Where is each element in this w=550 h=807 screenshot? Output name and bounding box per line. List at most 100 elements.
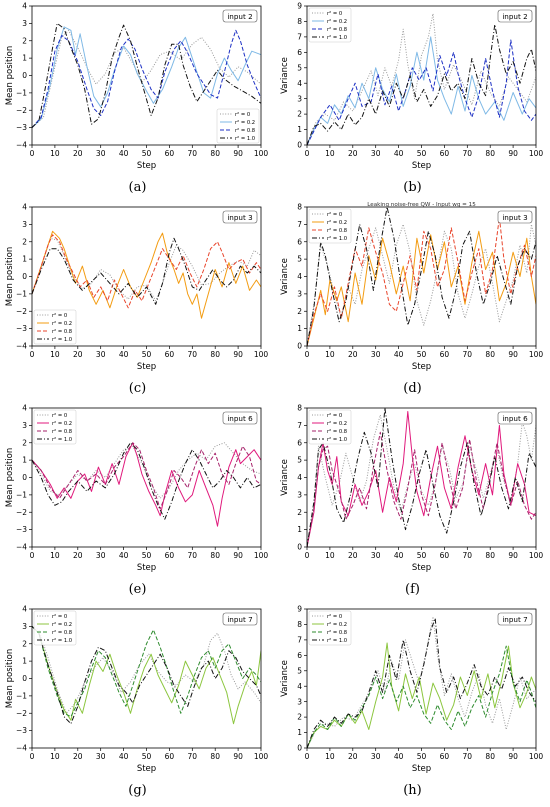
y-tick-label-c-4: 0 xyxy=(22,272,27,281)
series-line-d-2 xyxy=(307,216,536,346)
x-axis-label-g: Step xyxy=(137,764,156,774)
x-tick-label-g-3: 30 xyxy=(96,752,106,761)
x-tick-label-h-6: 60 xyxy=(440,752,450,761)
x-tick-label-e-0: 0 xyxy=(30,551,35,560)
legend-label-e-2: r² = 0.8 xyxy=(52,429,72,435)
x-tick-label-c-5: 50 xyxy=(142,350,152,359)
x-tick-label-a-10: 100 xyxy=(254,149,269,158)
series-line-e-2 xyxy=(32,442,261,510)
legend-b: r² = 0 r² = 0.2 r² = 0.8 r² = 1.0 xyxy=(308,7,352,43)
x-tick-label-h-4: 40 xyxy=(394,752,404,761)
y-tick-label-h-3: 3 xyxy=(297,697,302,706)
legend-label-e-0: r² = 0 xyxy=(52,413,67,419)
series-line-b-1 xyxy=(307,36,536,145)
series-line-f-2 xyxy=(307,431,536,547)
y-tick-label-e-1: −3 xyxy=(16,525,27,534)
y-tick-label-a-1: −3 xyxy=(16,123,27,132)
x-tick-label-d-0: 0 xyxy=(305,350,310,359)
legend-label-c-1: r² = 0.2 xyxy=(52,321,72,327)
series-line-a-0 xyxy=(32,29,261,128)
x-tick-label-c-2: 20 xyxy=(73,350,83,359)
x-tick-label-a-1: 10 xyxy=(50,149,60,158)
y-axis-label-b: Variance xyxy=(280,57,290,94)
series-line-g-3 xyxy=(32,626,261,725)
series-group-h xyxy=(307,616,536,748)
y-tick-label-f-1: 1 xyxy=(297,525,302,534)
input-badge-box-h xyxy=(497,612,533,626)
panel-caption-a: (a) xyxy=(128,180,147,195)
x-tick-label-b-0: 0 xyxy=(305,149,310,158)
legend-h: r² = 0 r² = 0.2 r² = 0.8 r² = 1.0 xyxy=(308,610,352,646)
x-tick-label-d-5: 50 xyxy=(417,350,427,359)
y-tick-label-f-8: 8 xyxy=(297,404,302,413)
y-axis-label-d: Variance xyxy=(280,258,290,295)
x-tick-label-d-8: 80 xyxy=(485,350,495,359)
y-tick-label-e-7: 3 xyxy=(22,421,27,430)
x-tick-label-f-4: 40 xyxy=(394,551,404,560)
series-line-g-2 xyxy=(32,626,261,718)
legend-e: r² = 0 r² = 0.2 r² = 0.8 r² = 1.0 xyxy=(33,409,77,445)
series-line-h-2 xyxy=(307,645,536,748)
x-tick-label-h-5: 50 xyxy=(417,752,427,761)
input-badge-f: input 6 xyxy=(502,414,528,423)
panel-caption-c: (c) xyxy=(128,381,147,396)
y-tick-label-h-7: 7 xyxy=(297,635,302,644)
legend-label-f-0: r² = 0 xyxy=(327,413,342,419)
legend-label-c-0: r² = 0 xyxy=(52,313,67,319)
series-line-b-3 xyxy=(307,24,536,145)
panel-caption-g: (g) xyxy=(128,783,147,798)
x-tick-label-d-10: 100 xyxy=(529,350,544,359)
x-tick-label-d-4: 40 xyxy=(394,350,404,359)
x-tick-label-b-10: 100 xyxy=(529,149,544,158)
y-tick-label-g-2: −2 xyxy=(16,709,27,718)
x-axis-label-e: Step xyxy=(137,563,156,573)
x-tick-label-b-2: 20 xyxy=(348,149,358,158)
x-tick-label-c-0: 0 xyxy=(30,350,35,359)
series-line-c-0 xyxy=(32,237,261,302)
y-axis-label-e: Mean position xyxy=(5,448,15,508)
legend-box-a xyxy=(216,108,260,144)
x-tick-label-e-2: 20 xyxy=(73,551,83,560)
legend-box-h xyxy=(308,610,352,646)
x-tick-label-e-5: 50 xyxy=(142,551,152,560)
legend-label-d-2: r² = 0.8 xyxy=(327,228,347,234)
y-tick-label-h-9: 9 xyxy=(297,605,302,614)
x-tick-label-f-10: 100 xyxy=(529,551,544,560)
legend-box-d xyxy=(308,208,352,244)
y-tick-label-c-1: −3 xyxy=(16,324,27,333)
input-badge-g: input 7 xyxy=(227,615,252,624)
y-tick-label-c-8: 4 xyxy=(22,203,27,212)
y-tick-label-e-8: 4 xyxy=(22,404,27,413)
y-tick-label-b-8: 8 xyxy=(297,17,302,26)
y-tick-label-h-2: 2 xyxy=(297,713,302,722)
y-tick-label-d-8: 8 xyxy=(297,203,302,212)
y-tick-label-b-6: 6 xyxy=(297,48,302,57)
x-tick-label-h-9: 90 xyxy=(508,752,518,761)
x-tick-label-f-6: 60 xyxy=(440,551,450,560)
x-tick-label-f-9: 90 xyxy=(508,551,518,560)
legend-label-b-0: r² = 0 xyxy=(327,11,342,17)
series-line-b-0 xyxy=(307,13,536,145)
y-tick-label-d-1: 1 xyxy=(297,324,302,333)
series-group-e xyxy=(32,442,261,527)
legend-box-b xyxy=(308,7,352,43)
y-tick-label-h-6: 6 xyxy=(297,651,302,660)
x-tick-label-c-4: 40 xyxy=(119,350,129,359)
panel-d: Leaking noise-free QW - Input wg = 15 0 10… xyxy=(275,201,550,402)
y-axis-label-h: Variance xyxy=(280,660,290,697)
legend-f: r² = 0 r² = 0.2 r² = 0.8 r² = 1.0 xyxy=(308,409,352,445)
series-group-f xyxy=(307,408,536,547)
y-tick-label-e-4: 0 xyxy=(22,473,27,482)
legend-label-f-3: r² = 1.0 xyxy=(327,437,347,443)
y-tick-label-h-0: 0 xyxy=(297,744,302,753)
x-tick-label-d-9: 90 xyxy=(508,350,518,359)
panel-caption-b: (b) xyxy=(403,180,422,195)
y-tick-label-h-4: 4 xyxy=(297,682,302,691)
panel-h: 0 10 20 30 40 50 60 70 80 90 100 0 1 2 3 4 5 6 7 8 9 Step Vari… xyxy=(275,603,550,804)
legend-label-a-3: r² = 1.0 xyxy=(235,136,255,142)
x-tick-label-g-4: 40 xyxy=(119,752,129,761)
y-tick-label-f-4: 4 xyxy=(297,473,302,482)
x-axis-label-a: Step xyxy=(137,161,156,171)
x-tick-label-b-7: 70 xyxy=(463,149,473,158)
